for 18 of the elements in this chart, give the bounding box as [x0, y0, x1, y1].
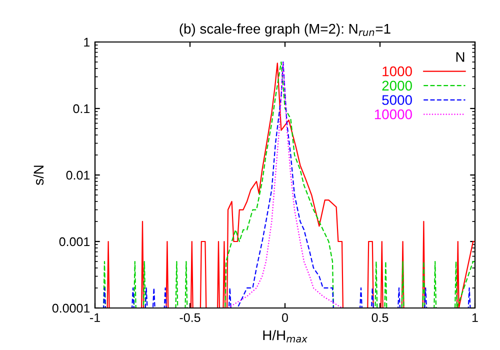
x-tick-label: 0.5 — [372, 313, 388, 322]
legend-label: 2000 — [382, 80, 412, 91]
x-tick-label: 1 — [472, 313, 478, 322]
legend-label: 1000 — [382, 66, 412, 76]
x-axis-title: H/H$_{max}$ — [263, 330, 308, 342]
x-tick-label: -0.5 — [180, 313, 200, 322]
y-tick-label: 0.001 — [59, 237, 90, 246]
y-tick-label: 0.01 — [66, 170, 90, 180]
legend-label: 10000 — [374, 109, 412, 120]
legend-label: 5000 — [382, 95, 412, 105]
x-tick-label: 0 — [282, 313, 288, 322]
y-tick-label: 0.1 — [73, 104, 90, 114]
legend-title: N — [456, 52, 464, 62]
y-tick-label: 1 — [84, 38, 90, 47]
y-tick-label: 0.0001 — [52, 304, 90, 313]
x-tick-label: -1 — [90, 313, 100, 322]
chart-title: (b) scale-free graph (M=2): N$_{run}$=1 — [180, 24, 390, 36]
y-axis-title: s/N — [33, 166, 44, 186]
